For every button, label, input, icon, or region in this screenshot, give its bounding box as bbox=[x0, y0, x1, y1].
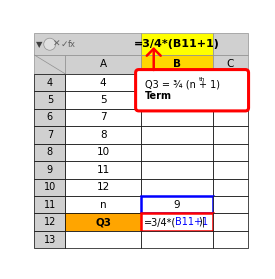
Bar bbox=[34, 33, 141, 55]
Bar bbox=[65, 74, 141, 91]
Text: 12: 12 bbox=[97, 182, 110, 192]
Text: B: B bbox=[173, 59, 181, 69]
Bar bbox=[141, 109, 213, 126]
Text: 13: 13 bbox=[44, 235, 56, 245]
Text: ✕: ✕ bbox=[53, 40, 60, 49]
Bar bbox=[65, 91, 141, 109]
Text: 10: 10 bbox=[97, 147, 110, 157]
Text: 8: 8 bbox=[100, 130, 106, 140]
Bar bbox=[34, 74, 65, 91]
Bar bbox=[65, 161, 141, 179]
Bar bbox=[65, 196, 141, 213]
Bar bbox=[34, 231, 65, 248]
Bar bbox=[213, 213, 248, 231]
Text: B11+1: B11+1 bbox=[175, 217, 208, 227]
Text: th: th bbox=[199, 77, 205, 82]
Text: =3/4*(: =3/4*( bbox=[144, 217, 176, 227]
Text: 10: 10 bbox=[44, 182, 56, 192]
Bar bbox=[34, 161, 65, 179]
Text: )|: )| bbox=[199, 217, 205, 227]
Text: fx: fx bbox=[68, 40, 76, 49]
Bar bbox=[141, 33, 213, 55]
Text: 8: 8 bbox=[47, 147, 53, 157]
Text: A: A bbox=[100, 59, 107, 69]
FancyArrowPatch shape bbox=[147, 49, 161, 70]
Text: 4: 4 bbox=[100, 78, 106, 88]
Bar bbox=[141, 213, 213, 231]
Bar bbox=[141, 144, 213, 161]
Text: Q3: Q3 bbox=[95, 217, 111, 227]
Text: 9: 9 bbox=[47, 165, 53, 175]
Text: 9: 9 bbox=[174, 200, 180, 210]
Text: Term: Term bbox=[145, 91, 172, 101]
Circle shape bbox=[44, 38, 56, 50]
Bar bbox=[213, 196, 248, 213]
Bar bbox=[141, 196, 213, 213]
Bar bbox=[65, 55, 141, 74]
Text: =3/4*(B11+1): =3/4*(B11+1) bbox=[134, 39, 220, 49]
Text: Q3 = ¾ (n + 1): Q3 = ¾ (n + 1) bbox=[145, 80, 220, 90]
Bar bbox=[34, 144, 65, 161]
Text: ▼: ▼ bbox=[37, 40, 43, 49]
Bar bbox=[65, 179, 141, 196]
Bar bbox=[65, 109, 141, 126]
Bar bbox=[213, 231, 248, 248]
Bar bbox=[65, 213, 141, 231]
Bar bbox=[65, 231, 141, 248]
Bar bbox=[213, 144, 248, 161]
Text: 5: 5 bbox=[47, 95, 53, 105]
Text: 11: 11 bbox=[97, 165, 110, 175]
Text: ✓: ✓ bbox=[60, 40, 68, 49]
Bar bbox=[213, 74, 248, 91]
Bar bbox=[34, 196, 65, 213]
Bar bbox=[213, 179, 248, 196]
Bar bbox=[213, 91, 248, 109]
FancyBboxPatch shape bbox=[136, 69, 249, 111]
Text: 7: 7 bbox=[47, 130, 53, 140]
Text: 6: 6 bbox=[47, 112, 53, 122]
Bar bbox=[34, 91, 65, 109]
Text: n: n bbox=[100, 200, 106, 210]
Bar bbox=[213, 33, 248, 55]
Bar bbox=[141, 179, 213, 196]
Bar bbox=[213, 55, 248, 74]
Bar bbox=[213, 109, 248, 126]
Bar bbox=[141, 126, 213, 144]
Text: 7: 7 bbox=[100, 112, 106, 122]
Bar bbox=[65, 126, 141, 144]
Bar bbox=[34, 126, 65, 144]
Bar bbox=[141, 55, 213, 74]
Bar bbox=[141, 74, 213, 91]
Bar bbox=[65, 144, 141, 161]
Text: 4: 4 bbox=[47, 78, 53, 88]
Bar bbox=[34, 179, 65, 196]
Bar bbox=[141, 91, 213, 109]
Bar bbox=[34, 109, 65, 126]
Text: 11: 11 bbox=[44, 200, 56, 210]
Bar bbox=[141, 161, 213, 179]
Bar bbox=[213, 126, 248, 144]
Text: C: C bbox=[227, 59, 234, 69]
Bar bbox=[34, 213, 65, 231]
Bar bbox=[141, 231, 213, 248]
Bar bbox=[213, 161, 248, 179]
Text: 12: 12 bbox=[44, 217, 56, 227]
Bar bbox=[34, 55, 65, 74]
Text: 5: 5 bbox=[100, 95, 106, 105]
